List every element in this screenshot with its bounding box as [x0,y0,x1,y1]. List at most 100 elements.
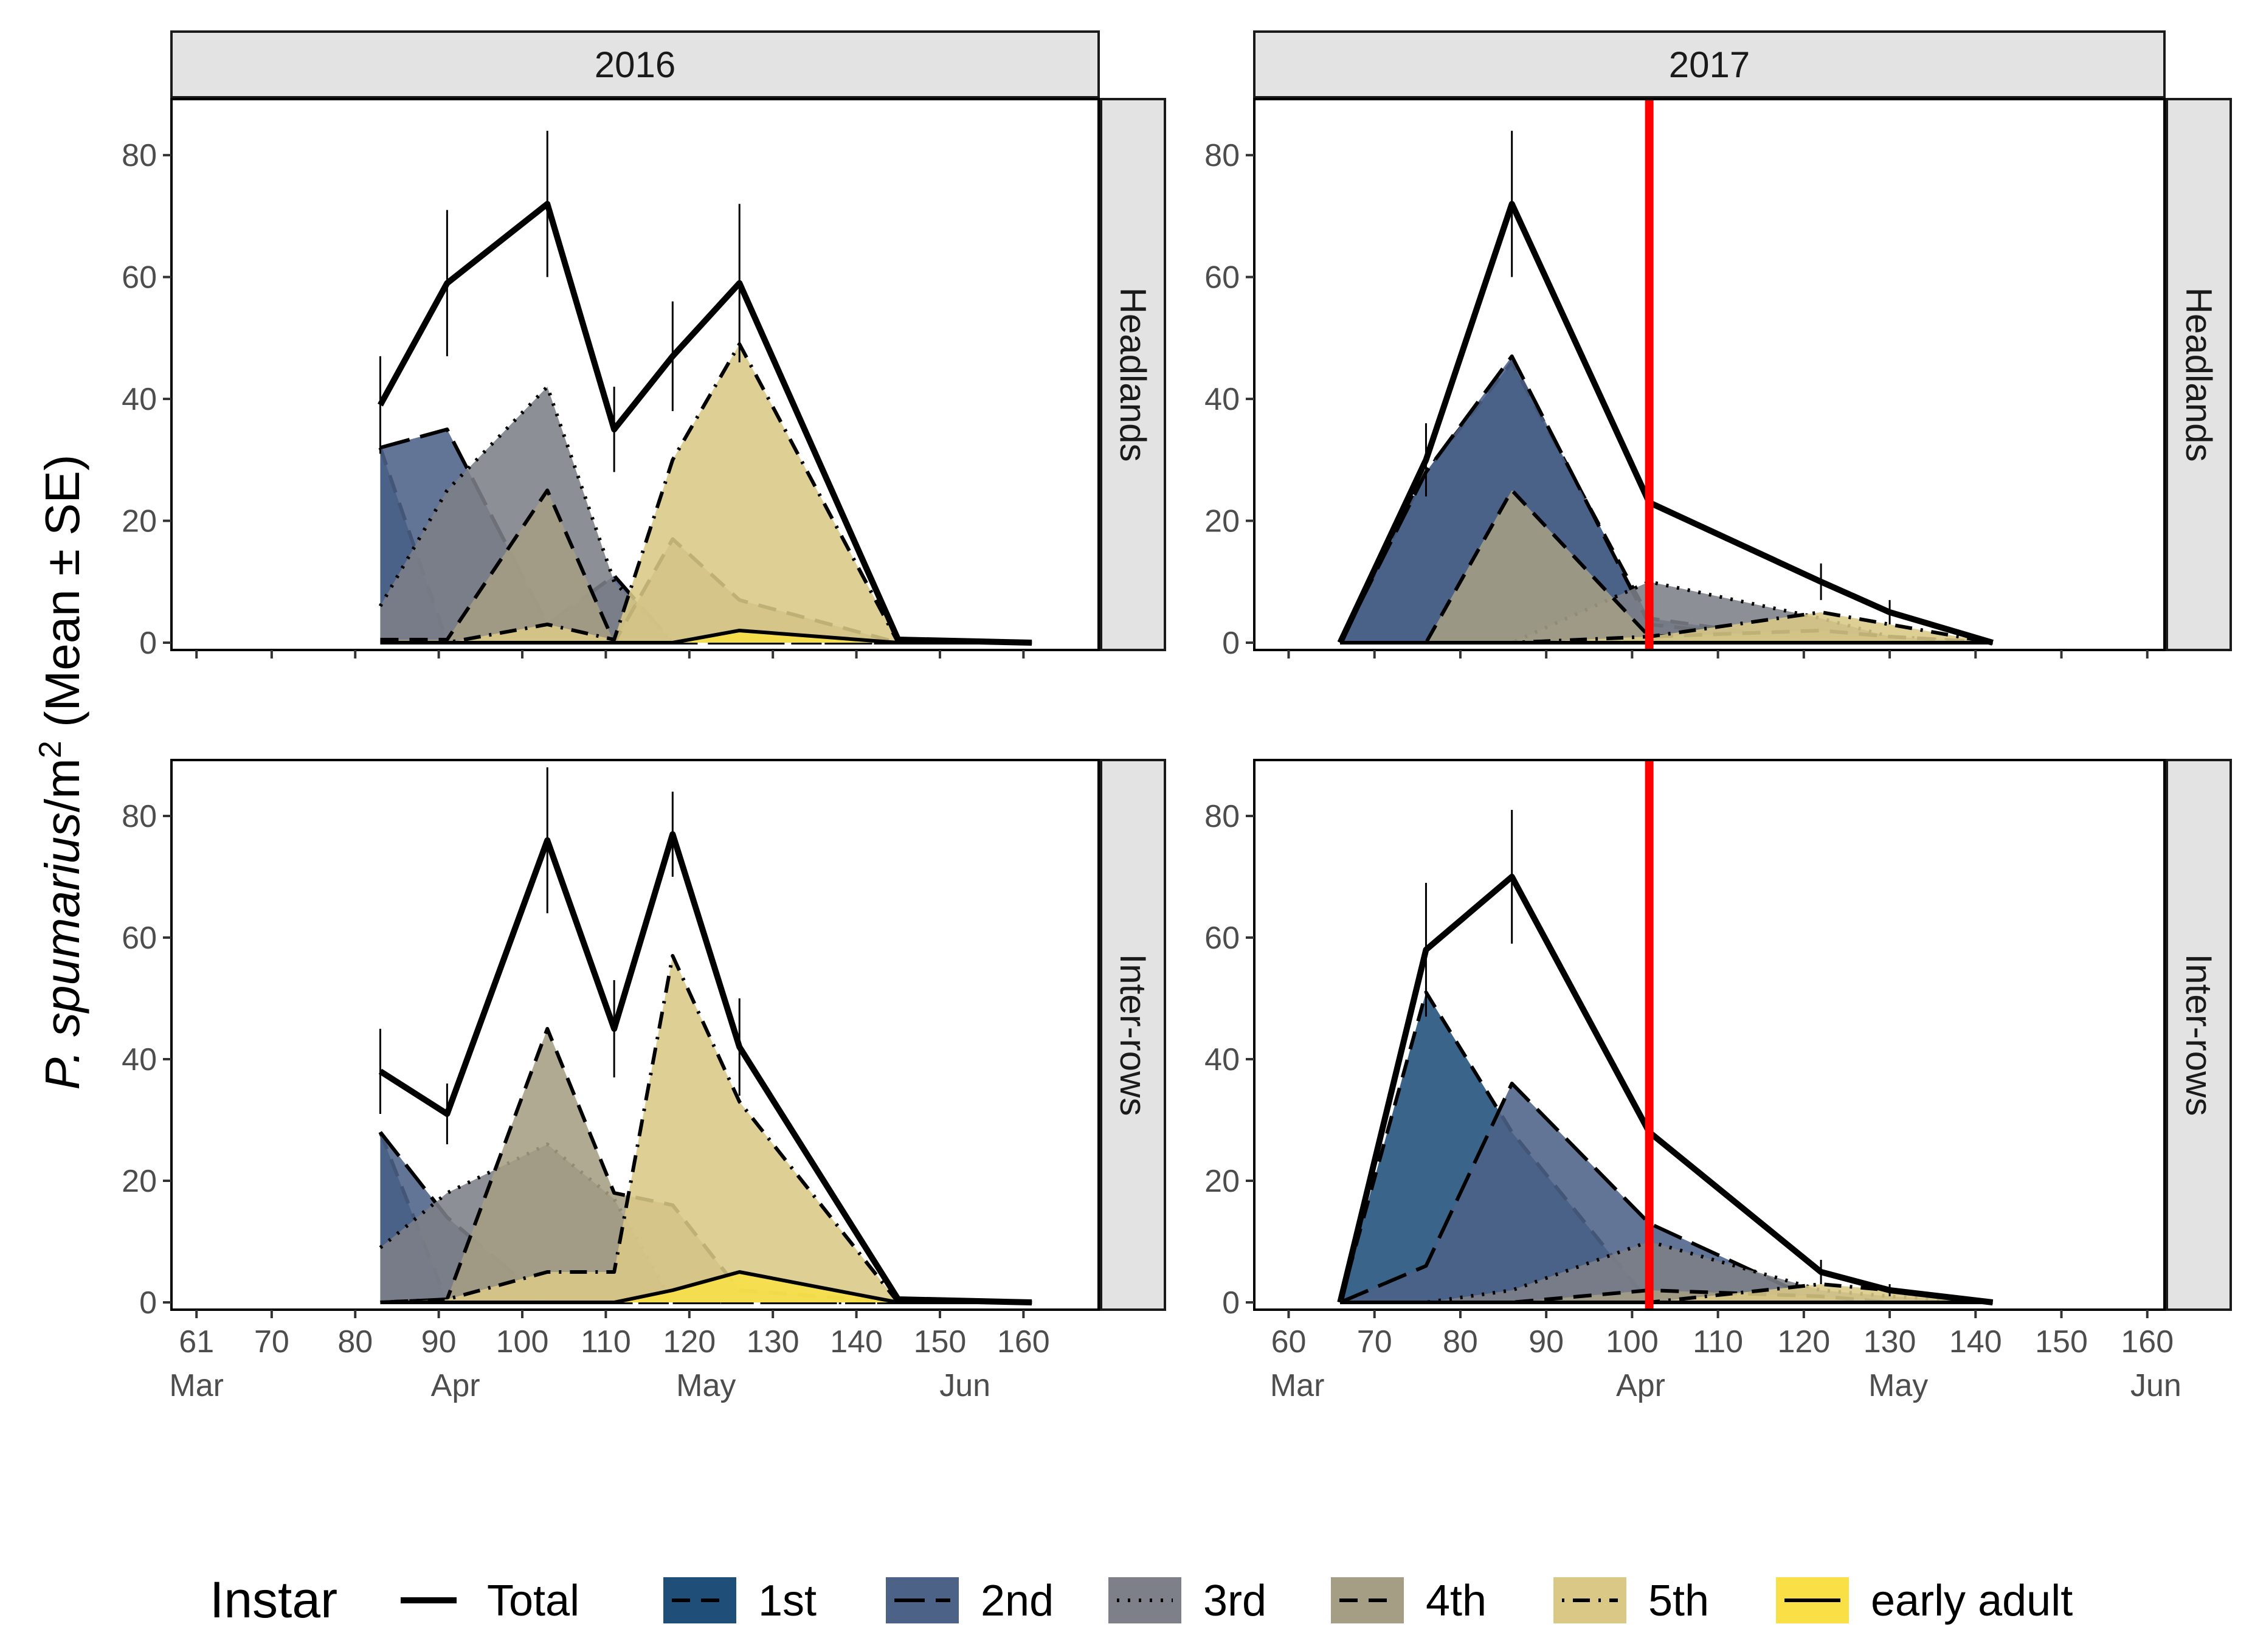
area-3rd-2017-inter-rows [1340,1242,1993,1302]
area-4th-2016-headlands [380,490,1032,643]
y-axis-label-species: P. spumarius [35,812,89,1090]
strip-row-headlands-2016-bg [1100,98,1166,651]
line-early-adult-2016-inter-rows [380,1270,1032,1304]
panel-2016-headlands: 0 20 40 60 80 [122,98,1100,661]
plot-area-2017-inter-rows [1337,760,1994,1310]
y-axis-label-superscript: 2 [33,741,68,758]
panel-border-2016-inter-rows [170,759,1100,1311]
strip-row-inter-rows-2017: Inter-rows [2178,954,2219,1116]
x-tick-label-2016-inter-rows-130: 130 [747,1324,800,1360]
strip-row-headlands-2017-bg [2166,98,2232,651]
strip-row-inter-rows-2016-bg [1100,759,1166,1311]
area-2nd-2017-inter-rows [1340,1083,1993,1302]
legend-label-2nd: 2nd [981,1577,1054,1625]
legend-label-4th: 4th [1426,1577,1487,1625]
y-tick-label-2017-inter-rows-80: 80 [1204,799,1240,834]
x-tick-label-2016-inter-rows-140: 140 [830,1324,883,1360]
plot-area-2016-inter-rows [378,767,1032,1305]
area-5th-2017-headlands [1340,612,1993,643]
y-tick-label-2017-inter-rows-40: 40 [1204,1042,1240,1077]
y-tick-label-2016-inter-rows-20: 20 [122,1164,157,1199]
y-tick-label-2016-inter-rows-80: 80 [122,799,157,834]
legend-label-early-adult: early adult [1871,1577,2073,1625]
legend: Instar Total 1st 2nd 3rd 4th 5th early adult [210,1571,2073,1628]
x-tick-label-2016-inter-rows-100: 100 [496,1324,549,1360]
area-5th-2017-inter-rows [1340,1284,1993,1302]
y-tick-label-2016-headlands-60: 60 [122,260,157,295]
legend-item-2nd: 2nd [886,1577,1054,1625]
y-tick-label-2017-inter-rows-0: 0 [1222,1285,1240,1321]
month-label-2016-inter-rows-may: May [676,1368,736,1403]
x-tick-label-2016-inter-rows-110: 110 [581,1324,631,1360]
x-tick-label-2016-inter-rows-90: 90 [421,1324,457,1360]
line-total-2016-headlands [378,201,1032,646]
legend-item-4th: 4th [1331,1577,1487,1625]
strip-row-headlands-2016: Headlands [1113,288,1153,462]
strip-row-inter-rows-2016: Inter-rows [1113,954,1153,1116]
x-tick-label-2017-inter-rows-90: 90 [1528,1324,1564,1360]
month-label-2017-inter-rows-mar: Mar [1270,1368,1325,1403]
month-label-2016-inter-rows-jun: Jun [939,1368,990,1403]
area-4th-2017-headlands [1340,490,1993,643]
plot-area-2016-headlands [378,131,1032,646]
y-tick-label-2017-inter-rows-60: 60 [1204,921,1240,956]
strip-row-headlands-2017: Headlands [2178,288,2219,462]
legend-item-total: Total [401,1577,579,1625]
legend-label-3rd: 3rd [1203,1577,1266,1625]
line-5th-2016-inter-rows [380,954,1032,1304]
strip-row-inter-rows-2017-bg [2166,759,2232,1311]
strip-year-2016-bg [170,30,1100,98]
line-total-2016-inter-rows [378,831,1032,1305]
month-label-2016-inter-rows-apr: Apr [431,1368,480,1403]
legend-label-1st: 1st [758,1577,817,1625]
panel-2017-inter-rows: 0 20 40 60 80 60 70 80 90 100 110 120 130 140 150 160 Ma… [1204,759,2181,1403]
y-axis-label-stat: (Mean ± SE) [35,454,89,741]
x-tick-label-2017-inter-rows-130: 130 [1863,1324,1916,1360]
area-5th-2016-headlands [380,344,1032,643]
y-tick-label-2017-headlands-80: 80 [1204,138,1240,173]
month-label-2017-inter-rows-may: May [1868,1368,1928,1403]
y-tick-label-2017-headlands-0: 0 [1222,626,1240,661]
line-early-adult-2016-headlands [380,628,1032,645]
x-tick-label-2017-inter-rows-60: 60 [1271,1324,1307,1360]
strip-year-2016: 2016 [595,44,675,85]
x-tick-label-2017-inter-rows-160: 160 [2121,1324,2174,1360]
y-tick-label-2017-inter-rows-20: 20 [1204,1164,1240,1199]
area-early-adult-2016-inter-rows [380,1272,1032,1302]
y-tick-label-2016-inter-rows-40: 40 [122,1042,157,1077]
legend-item-1st: 1st [663,1577,817,1625]
y-tick-label-2017-headlands-60: 60 [1204,260,1240,295]
y-tick-label-2017-headlands-40: 40 [1204,382,1240,417]
x-tick-label-2016-inter-rows-120: 120 [663,1324,716,1360]
x-tick-label-2017-inter-rows-150: 150 [2035,1324,2088,1360]
x-tick-label-2016-inter-rows-70: 70 [254,1324,289,1360]
panel-2017-headlands: 0 20 40 60 80 [1204,98,2166,661]
x-tick-label-2017-inter-rows-80: 80 [1443,1324,1478,1360]
panel-border-2017-headlands [1253,98,2166,651]
y-tick-label-2016-headlands-40: 40 [122,382,157,417]
strip-year-2017-bg [1253,30,2166,98]
y-tick-label-2017-headlands-20: 20 [1204,504,1240,539]
x-tick-label-2016-inter-rows-150: 150 [914,1324,967,1360]
y-tick-label-2016-headlands-20: 20 [122,504,157,539]
month-label-2017-inter-rows-apr: Apr [1616,1368,1665,1403]
panel-border-2017-inter-rows [1253,759,2166,1311]
legend-item-5th: 5th [1553,1577,1709,1625]
facet-panels: 2016 2017 Headlands Headlands Inter-rows Inte… [122,30,2232,1403]
month-label-2016-inter-rows-mar: Mar [169,1368,224,1403]
legend-label-5th: 5th [1648,1577,1709,1625]
y-tick-label-2016-inter-rows-60: 60 [122,921,157,956]
x-tick-label-2016-inter-rows-80: 80 [337,1324,373,1360]
month-label-2017-inter-rows-jun: Jun [2130,1368,2181,1403]
plot-area-2017-headlands [1337,99,1994,650]
legend-item-early-adult: early adult [1776,1577,2073,1625]
legend-item-3rd: 3rd [1108,1577,1266,1625]
panel-2016-inter-rows: 0 20 40 60 80 61 70 80 90 100 110 120 130 140 150 160 Ma… [122,759,1100,1403]
area-5th-2016-inter-rows [380,956,1032,1302]
y-tick-label-2016-headlands-0: 0 [139,626,157,661]
legend-key-3rd [1108,1577,1181,1623]
area-4th-2016-inter-rows [380,1029,1032,1302]
y-tick-label-2016-inter-rows-0: 0 [139,1285,157,1321]
y-axis-label: P. spumarius/m2 (Mean ± SE) [33,454,89,1090]
